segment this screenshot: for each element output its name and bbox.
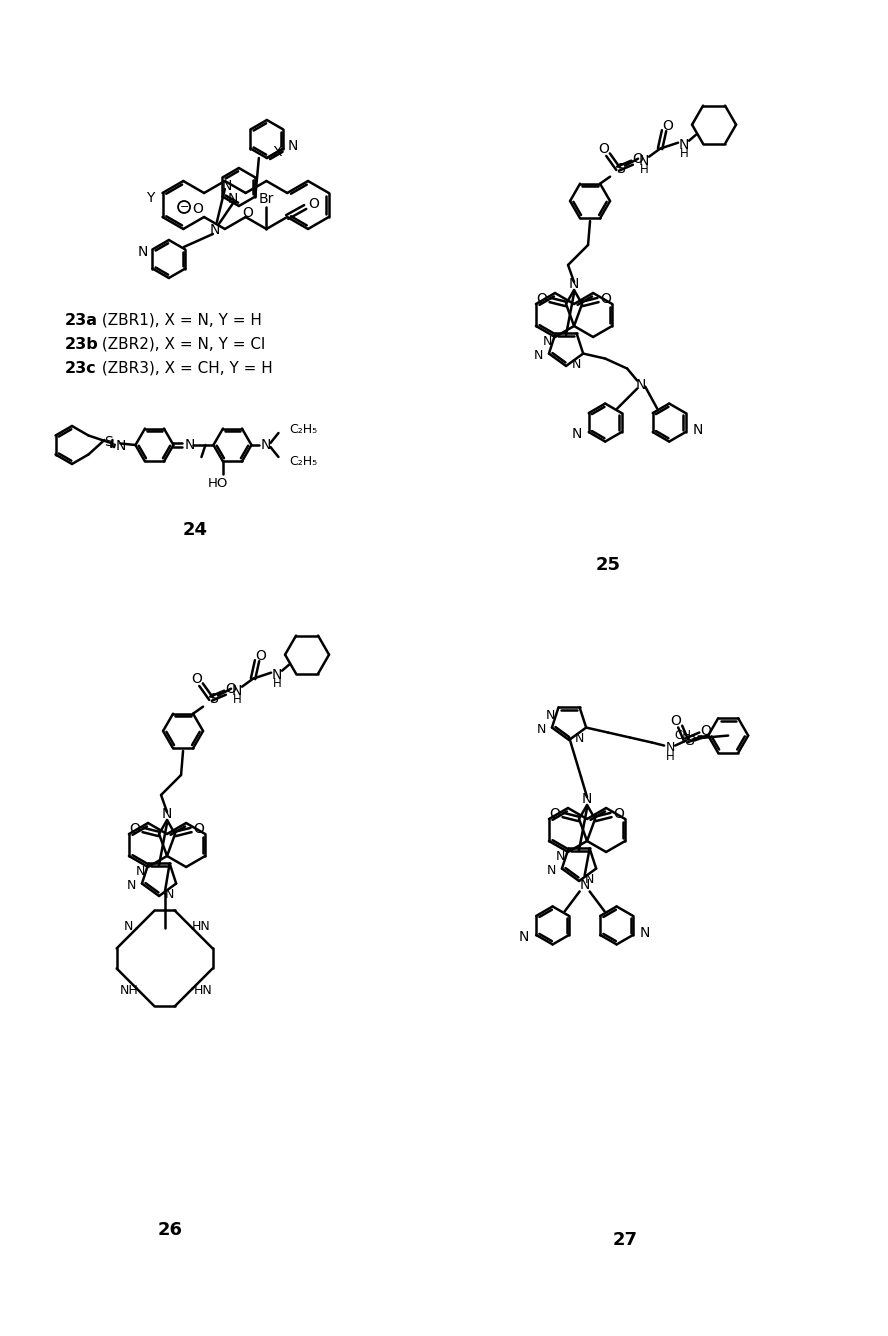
- Text: N: N: [537, 723, 547, 736]
- Text: O: O: [193, 202, 203, 216]
- Text: O: O: [662, 119, 673, 132]
- Text: N: N: [572, 428, 582, 441]
- Text: H: H: [679, 147, 688, 160]
- Text: O: O: [632, 152, 644, 166]
- Text: H: H: [273, 677, 281, 691]
- Text: H: H: [639, 163, 648, 176]
- Text: N: N: [584, 872, 594, 886]
- Text: N: N: [519, 930, 529, 945]
- Text: N: N: [556, 850, 565, 863]
- Text: −: −: [179, 202, 189, 212]
- Text: 25: 25: [596, 556, 621, 574]
- Text: O: O: [192, 672, 202, 685]
- Text: 24: 24: [183, 521, 208, 538]
- Text: O: O: [550, 807, 560, 822]
- Text: N: N: [124, 921, 133, 933]
- Text: O: O: [308, 196, 319, 211]
- Text: C₂H₅: C₂H₅: [289, 454, 318, 468]
- Text: (ZBR3), X = CH, Y = H: (ZBR3), X = CH, Y = H: [97, 361, 273, 375]
- Text: H: H: [666, 749, 675, 763]
- Text: O: O: [242, 206, 253, 220]
- Text: Y: Y: [147, 191, 155, 204]
- Text: 26: 26: [157, 1221, 183, 1238]
- Text: N: N: [571, 358, 581, 370]
- Text: N: N: [636, 378, 646, 391]
- Text: CH₃: CH₃: [674, 729, 696, 741]
- Text: HO: HO: [208, 477, 228, 490]
- Text: N: N: [678, 138, 689, 152]
- Text: O: O: [130, 822, 140, 836]
- Text: O: O: [226, 681, 236, 696]
- Text: (ZBR1), X = N, Y = H: (ZBR1), X = N, Y = H: [97, 313, 262, 327]
- Text: O: O: [256, 649, 266, 663]
- Text: O: O: [536, 293, 548, 306]
- Text: S: S: [615, 162, 624, 175]
- Text: N: N: [210, 223, 220, 236]
- Text: Br: Br: [258, 192, 274, 206]
- Text: C₂H₅: C₂H₅: [289, 422, 318, 436]
- Text: S: S: [104, 436, 113, 449]
- Text: N: N: [575, 732, 583, 744]
- Text: N: N: [115, 438, 125, 453]
- Text: N: N: [164, 887, 174, 900]
- Text: N: N: [162, 807, 172, 822]
- Text: N: N: [543, 335, 552, 347]
- Text: O: O: [614, 807, 624, 822]
- Text: N: N: [136, 864, 145, 878]
- Text: HN: HN: [194, 983, 212, 997]
- Text: N: N: [640, 926, 650, 941]
- Text: N: N: [546, 709, 555, 721]
- Text: (ZBR2), X = N, Y = Cl: (ZBR2), X = N, Y = Cl: [97, 337, 266, 351]
- Text: N: N: [582, 792, 592, 806]
- Text: N: N: [569, 277, 579, 291]
- Text: N: N: [260, 438, 271, 452]
- Text: S: S: [209, 692, 218, 705]
- Text: N: N: [580, 879, 590, 892]
- Text: N: N: [127, 879, 137, 892]
- Text: N: N: [272, 668, 282, 681]
- Text: N: N: [693, 424, 702, 437]
- Text: N: N: [222, 179, 232, 192]
- Text: NH: NH: [119, 983, 138, 997]
- Text: N: N: [287, 139, 297, 152]
- Text: 23a: 23a: [65, 313, 98, 327]
- Text: H: H: [233, 693, 242, 707]
- Text: HN: HN: [191, 921, 210, 933]
- Text: O: O: [670, 713, 682, 728]
- Text: O: O: [600, 293, 612, 306]
- Text: N: N: [665, 741, 675, 754]
- Text: N: N: [227, 191, 238, 206]
- Text: O: O: [194, 822, 204, 836]
- Text: O: O: [701, 724, 711, 737]
- Text: N: N: [547, 864, 557, 876]
- Text: N: N: [232, 684, 242, 697]
- Text: N: N: [535, 349, 543, 362]
- Text: 23c: 23c: [65, 361, 97, 375]
- Text: N: N: [638, 154, 649, 168]
- Text: X: X: [272, 146, 281, 159]
- Text: S: S: [685, 733, 694, 748]
- Text: 27: 27: [613, 1230, 638, 1249]
- Text: N: N: [185, 438, 194, 452]
- Text: N: N: [138, 244, 147, 258]
- Text: O: O: [599, 142, 609, 156]
- Text: 23b: 23b: [65, 337, 99, 351]
